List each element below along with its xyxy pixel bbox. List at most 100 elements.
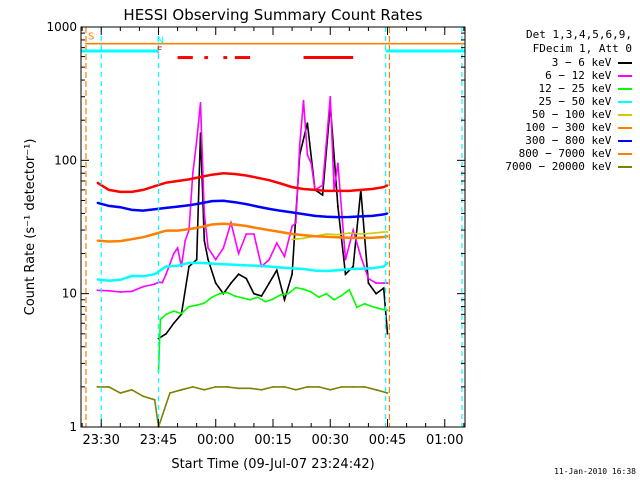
- series-point: [371, 236, 374, 239]
- series-point: [107, 189, 110, 191]
- series-point: [161, 281, 164, 284]
- series-point: [203, 212, 206, 215]
- series-point: [291, 225, 293, 228]
- series-point: [119, 240, 122, 242]
- series-point: [214, 258, 217, 261]
- series-point: [386, 235, 389, 238]
- series-point: [207, 247, 210, 249]
- legend-entry: 12 − 25 keV: [539, 82, 632, 95]
- series-line: [97, 386, 388, 428]
- legend-swatch: [618, 166, 632, 168]
- series-point: [180, 388, 183, 391]
- y-tick-label: 1000: [46, 20, 77, 34]
- series-point: [176, 180, 179, 182]
- series-point: [222, 263, 225, 266]
- series-line: [96, 172, 389, 194]
- series-point: [344, 273, 347, 276]
- series-point: [191, 172, 194, 175]
- y-tick-label: 100: [54, 153, 77, 167]
- series-point: [199, 101, 202, 104]
- series-point: [233, 223, 236, 226]
- series-point: [256, 176, 259, 179]
- series-point: [165, 206, 168, 209]
- series-point: [253, 292, 255, 295]
- series-line: [292, 231, 388, 241]
- series-point: [130, 274, 133, 277]
- series-point: [237, 252, 240, 255]
- series-point: [283, 385, 286, 388]
- series-point: [348, 236, 351, 239]
- series-point: [222, 222, 225, 225]
- series-point: [165, 229, 168, 232]
- series-point: [203, 388, 206, 391]
- series-point: [218, 292, 221, 295]
- x-tick-label: 00:15: [254, 433, 291, 448]
- series-point: [237, 387, 240, 390]
- series-point: [199, 176, 202, 178]
- legend-header: FDecim 1, Att 0: [532, 42, 632, 55]
- series-point: [222, 247, 225, 249]
- series-point: [367, 277, 370, 280]
- series-point: [85, 42, 87, 45]
- series-point: [344, 258, 347, 261]
- x-tick-label: 00:00: [197, 433, 234, 448]
- series-point: [268, 179, 271, 182]
- series-point: [245, 233, 248, 235]
- legend-entry: 300 − 800 keV: [525, 134, 632, 147]
- series-point: [107, 279, 110, 282]
- series-point: [226, 385, 229, 388]
- legend-entry: 6 − 12 keV: [545, 69, 632, 82]
- series-point: [371, 267, 374, 270]
- legend-entry: 50 − 100 keV: [532, 108, 632, 121]
- series-line: [157, 286, 388, 372]
- series-point: [314, 189, 316, 191]
- series-point: [382, 282, 385, 285]
- series-point: [310, 162, 313, 165]
- series-point: [382, 287, 385, 290]
- series-point: [130, 388, 133, 391]
- series-point: [325, 215, 328, 218]
- series-point: [245, 225, 248, 227]
- series-point: [298, 144, 301, 147]
- flag-label: F: [157, 46, 163, 57]
- series-point: [275, 242, 278, 244]
- series-point: [302, 268, 305, 270]
- series-point: [371, 232, 374, 235]
- series-point: [176, 264, 179, 267]
- series-point: [363, 385, 366, 388]
- series-point: [382, 186, 385, 188]
- series-point: [348, 216, 351, 218]
- series-point: [291, 238, 293, 241]
- y-tick-label: 10: [62, 287, 77, 301]
- series-point: [310, 291, 313, 293]
- series-point: [142, 236, 145, 239]
- series-point: [142, 285, 145, 288]
- series-point: [352, 229, 355, 231]
- series-point: [211, 296, 213, 299]
- series-point: [279, 231, 282, 233]
- legend-swatch: [618, 127, 632, 129]
- series-point: [107, 240, 110, 243]
- series-point: [336, 162, 339, 165]
- series-point: [165, 181, 168, 184]
- series-point: [291, 186, 293, 188]
- series-point: [272, 298, 274, 301]
- series-point: [283, 298, 286, 301]
- series-point: [153, 283, 156, 285]
- series-point: [96, 289, 99, 292]
- series-point: [241, 296, 244, 299]
- series-point: [203, 239, 206, 242]
- legend-swatch: [618, 75, 632, 77]
- series-point: [295, 286, 297, 289]
- series-point: [130, 238, 133, 241]
- x-tick-label: 01:00: [426, 433, 463, 448]
- legend-entry: 800 − 7000 keV: [519, 147, 632, 160]
- series-point: [279, 293, 282, 296]
- series-point: [165, 313, 168, 316]
- series-point: [386, 332, 389, 335]
- series-point: [195, 139, 198, 142]
- series-point: [249, 298, 251, 301]
- series-point: [340, 294, 343, 297]
- series-point: [336, 236, 339, 239]
- series-point: [314, 215, 316, 217]
